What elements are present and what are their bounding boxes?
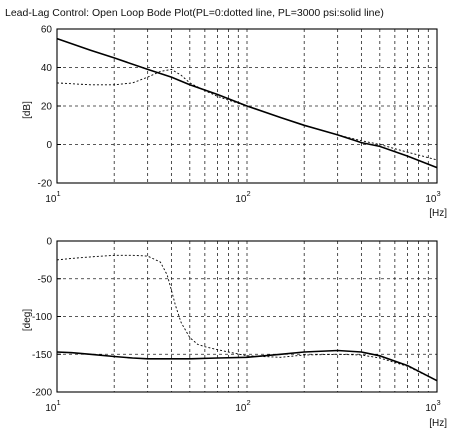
x-tick-exponent: 1 [56,189,60,198]
chart-title: Lead-Lag Control: Open Loop Bode Plot(PL… [5,7,384,19]
y-tick-label: -50 [38,274,53,285]
x-tick-exponent: 3 [436,398,440,407]
x-tick-label: 103 [425,398,440,414]
y-tick-label: 60 [41,25,53,36]
series-line-pl-0 [56,68,438,161]
x-tick-base: 10 [425,194,437,205]
x-tick-label: 103 [425,189,440,205]
x-tick-exponent: 2 [246,189,250,198]
series-line-pl-3000 [56,37,438,169]
y-tick-label: 0 [46,237,52,248]
y-tick-label: -200 [32,388,52,399]
x-tick-base: 10 [45,403,57,414]
x-tick-base: 10 [235,194,247,205]
x-tick-base: 10 [235,403,247,414]
y-axis-label: [dB] [22,101,33,119]
series-line-pl-0 [56,254,438,382]
x-tick-label: 102 [235,398,250,414]
x-tick-base: 10 [45,194,57,205]
y-tick-label: -150 [32,350,52,361]
x-axis-label: [Hz] [429,418,447,429]
y-tick-label: 20 [41,102,53,113]
y-axis-label: [deg] [22,309,33,331]
x-axis-label: [Hz] [429,208,447,219]
x-tick-exponent: 2 [246,398,250,407]
x-tick-exponent: 3 [436,189,440,198]
x-tick-label: 101 [45,189,60,205]
x-tick-base: 10 [425,403,437,414]
x-tick-exponent: 1 [56,398,60,407]
series-line-pl-3000 [56,349,438,382]
y-tick-label: 0 [46,140,52,151]
y-tick-label: -100 [32,312,52,323]
x-tick-label: 102 [235,189,250,205]
y-tick-label: -20 [38,179,53,190]
y-tick-label: 40 [41,63,53,74]
x-tick-label: 101 [45,398,60,414]
